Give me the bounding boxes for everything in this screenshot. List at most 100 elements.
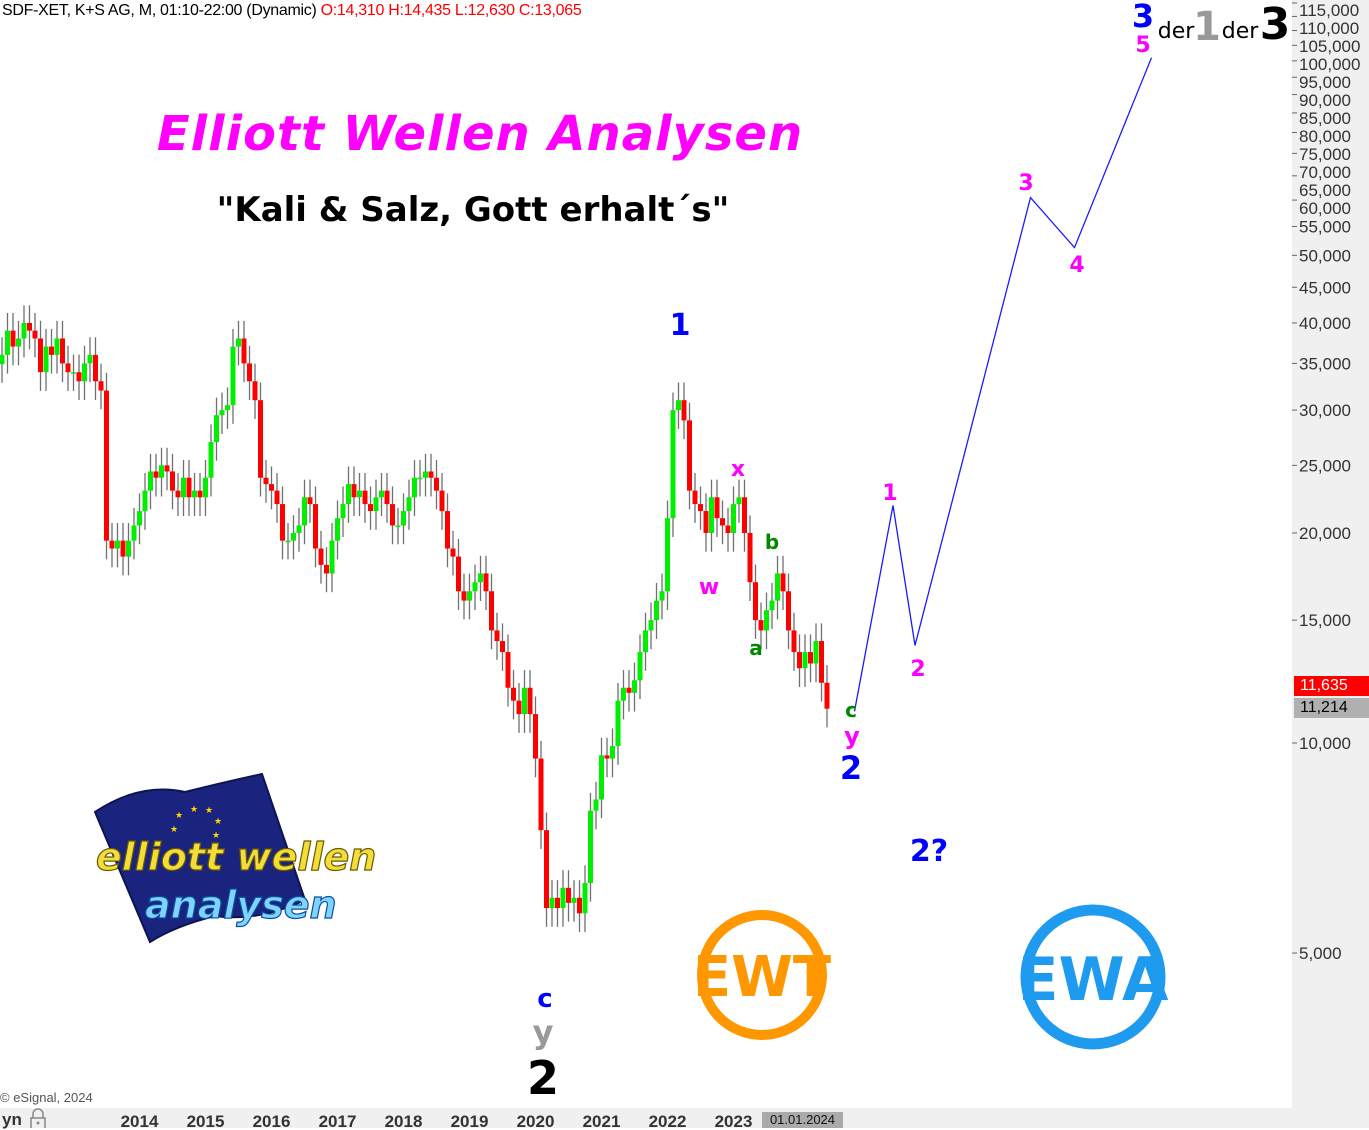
ewa-logo: EWA <box>1018 904 1169 1050</box>
candle-body <box>428 471 434 478</box>
candle-body <box>687 420 692 491</box>
candle <box>824 665 830 728</box>
y-tick-label: 70,000 <box>1299 163 1351 182</box>
candle-body <box>60 338 65 364</box>
candle <box>181 460 186 517</box>
candle-body <box>71 372 76 374</box>
candle-body <box>296 525 302 533</box>
candle-body <box>478 573 483 583</box>
svg-text:★: ★ <box>214 816 222 826</box>
candle <box>533 696 538 778</box>
candle-body <box>467 591 472 601</box>
candle-body <box>819 641 824 683</box>
candle <box>813 623 819 683</box>
y-tick-label: 30,000 <box>1299 401 1351 420</box>
candle-body <box>764 610 769 631</box>
candle-body <box>483 573 489 592</box>
candle-body <box>615 700 621 747</box>
candle <box>791 612 797 671</box>
y-tick-label: 40,000 <box>1299 314 1351 333</box>
candle-body <box>555 897 560 909</box>
candle-body <box>395 525 401 527</box>
candle-body <box>637 652 643 681</box>
wave-label: 2? <box>909 834 949 869</box>
chart-header: SDF-XET, K+S AG, M, 01:10-22:00 (Dynamic… <box>2 2 582 20</box>
candle-body <box>445 511 450 549</box>
logo-text-line1: elliott wellen <box>96 835 376 879</box>
candle-body <box>236 338 241 347</box>
candle <box>544 812 549 927</box>
candle-body <box>274 490 280 505</box>
candle <box>54 320 60 374</box>
price-axis[interactable] <box>1292 0 1369 1108</box>
svg-text:★: ★ <box>205 805 213 815</box>
candle-body <box>120 540 126 557</box>
y-tick-label: 35,000 <box>1299 354 1351 373</box>
candle-body <box>500 641 505 653</box>
x-tick-label: 2023 <box>715 1112 753 1128</box>
wave-label: a <box>749 636 763 660</box>
candle <box>285 522 291 560</box>
candle-body <box>461 591 467 601</box>
candle <box>698 486 703 530</box>
candle-body <box>38 338 43 373</box>
candle <box>384 472 390 523</box>
candle <box>665 500 670 611</box>
candle-body <box>192 490 197 498</box>
candle <box>252 363 258 419</box>
candle-body <box>742 497 747 533</box>
candle-body <box>324 564 329 574</box>
lock-icon[interactable] <box>30 1108 46 1128</box>
candle <box>329 522 335 593</box>
candle-body <box>604 755 610 759</box>
y-tick-label: 95,000 <box>1299 73 1351 92</box>
candle-body <box>357 490 362 498</box>
candle-body <box>280 504 285 541</box>
wave-label: 1 <box>1193 4 1221 50</box>
candle-body <box>269 484 274 491</box>
candle-body <box>137 511 142 526</box>
candle-body <box>313 504 318 549</box>
candle <box>731 486 736 552</box>
candle-body <box>197 490 203 498</box>
candle-body <box>346 484 351 505</box>
candle <box>670 392 676 537</box>
candle-body <box>450 548 456 557</box>
candle-body <box>599 755 604 800</box>
y-tick-label: 55,000 <box>1299 217 1351 236</box>
candle-body <box>241 338 247 364</box>
candle <box>538 740 544 849</box>
candle <box>588 792 593 902</box>
y-tick-label: 5,000 <box>1299 944 1342 963</box>
candle <box>65 345 71 391</box>
candle-body <box>676 400 681 411</box>
candle <box>208 424 214 497</box>
candle <box>373 479 379 530</box>
candle <box>511 670 516 720</box>
candle-body <box>32 330 38 339</box>
candle-body <box>533 714 538 759</box>
copyright: © eSignal, 2024 <box>0 1090 93 1105</box>
wave-label: 1 <box>882 481 898 506</box>
ewa-logo-text: EWA <box>1018 945 1169 1015</box>
candle <box>483 555 489 611</box>
candle <box>819 623 824 702</box>
candle-body <box>681 400 687 421</box>
candle-body <box>401 511 406 526</box>
candle <box>164 447 170 491</box>
candle <box>676 382 681 429</box>
y-tick-label: 100,000 <box>1299 55 1360 74</box>
candle-body <box>544 830 549 909</box>
time-axis[interactable] <box>0 1108 1369 1128</box>
candle <box>368 486 373 530</box>
candle <box>423 453 428 497</box>
candle <box>115 522 120 568</box>
candle-body <box>203 477 208 498</box>
candle <box>450 530 456 576</box>
candle <box>390 486 395 545</box>
y-tick-label: 60,000 <box>1299 199 1351 218</box>
candle-body <box>582 882 588 914</box>
candle <box>472 564 478 611</box>
candle <box>456 538 461 611</box>
candle <box>203 460 208 517</box>
